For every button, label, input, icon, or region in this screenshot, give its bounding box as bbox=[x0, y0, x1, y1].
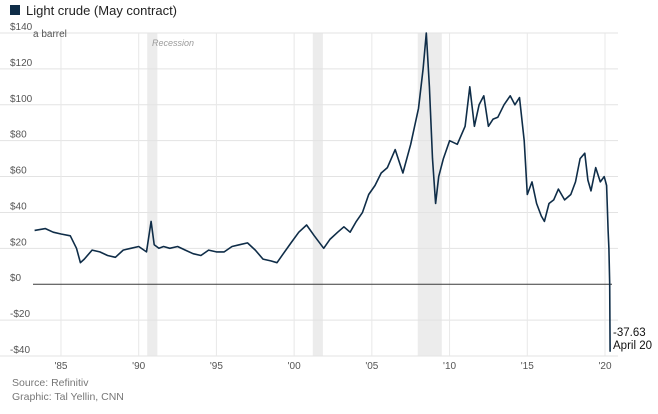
x-tick-label: '15 bbox=[521, 361, 534, 370]
footer: Source: Refinitiv Graphic: Tal Yellin, C… bbox=[12, 376, 124, 404]
y-tick-label: $20 bbox=[10, 237, 27, 248]
x-tick-label: '95 bbox=[210, 361, 223, 370]
y-tick-label: $40 bbox=[10, 201, 27, 212]
recession-band-1 bbox=[312, 33, 323, 356]
callout-date: April 20 bbox=[613, 340, 652, 352]
y-axis-ticks: -$40 -$20 $0 $20 $40 $60 $80 $100 $120 $140 bbox=[10, 22, 33, 356]
x-tick-label: '85 bbox=[54, 361, 67, 370]
graphic-credit: Graphic: Tal Yellin, CNN bbox=[12, 391, 124, 403]
y-tick-label: -$20 bbox=[10, 309, 30, 320]
gridlines bbox=[0, 32, 618, 357]
y-tick-label: $60 bbox=[10, 166, 27, 177]
y-tick-label: $80 bbox=[10, 130, 27, 141]
y-tick-label: $120 bbox=[10, 58, 33, 69]
callout-value: -37.63 bbox=[613, 327, 646, 339]
x-tick-label: '20 bbox=[598, 361, 611, 370]
y-tick-label: $140 bbox=[10, 22, 33, 33]
series-layer bbox=[34, 32, 611, 352]
y-tick-label: $0 bbox=[10, 273, 22, 284]
legend: Light crude (May contract) bbox=[10, 2, 177, 18]
recession-band-0 bbox=[147, 33, 158, 356]
y-tick-label: $100 bbox=[10, 94, 33, 105]
legend-swatch bbox=[10, 5, 20, 15]
x-tick-label: '05 bbox=[365, 361, 378, 370]
y-tick-label: -$40 bbox=[10, 345, 30, 356]
price-chart: -$40 -$20 $0 $20 $40 $60 $80 $100 $120 $140 '85 '9… bbox=[0, 22, 652, 370]
y-unit-label: a barrel bbox=[33, 29, 67, 40]
series-line-0 bbox=[34, 32, 611, 352]
source-note: Source: Refinitiv bbox=[12, 377, 89, 389]
x-tick-label: '10 bbox=[443, 361, 456, 370]
legend-label: Light crude (May contract) bbox=[26, 2, 178, 18]
x-tick-label: '00 bbox=[288, 361, 301, 370]
x-axis-ticks: '85 '90 '95 '00 '05 '10 '15 '20 bbox=[54, 361, 611, 370]
recession-label: Recession bbox=[152, 38, 194, 48]
x-tick-label: '90 bbox=[132, 361, 145, 370]
